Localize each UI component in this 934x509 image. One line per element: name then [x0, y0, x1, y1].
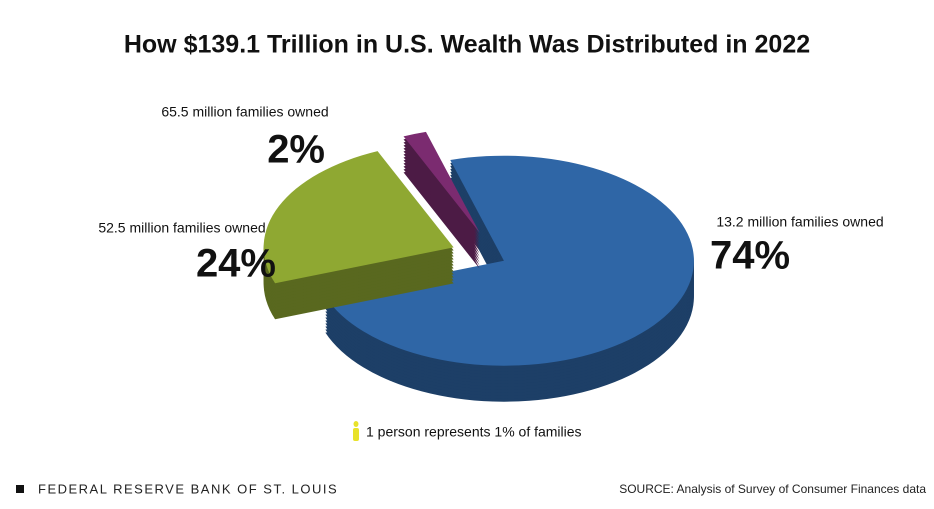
value-label: 2% — [267, 128, 325, 172]
footer-square — [16, 485, 24, 493]
slice — [403, 131, 480, 233]
person-icon — [353, 421, 359, 441]
value-label: 74% — [710, 234, 790, 278]
slice — [263, 151, 454, 284]
slice-label: 52.5 million families owned — [98, 220, 265, 236]
slice-label: 13.2 million families owned — [716, 214, 883, 230]
footer: FEDERAL RESERVE BANK OF ST. LOUIS — [38, 481, 338, 496]
annotation: 1 person represents 1% of families — [366, 424, 582, 440]
source: SOURCE: Analysis of Survey of Consumer F… — [619, 482, 926, 496]
slice — [325, 155, 694, 366]
value-label: 24% — [196, 242, 276, 286]
chart-title: How $139.1 Trillion in U.S. Wealth Was D… — [124, 31, 810, 59]
slice-side — [403, 134, 480, 269]
slice-label: 65.5 million families owned — [161, 104, 328, 120]
pie — [263, 131, 694, 402]
